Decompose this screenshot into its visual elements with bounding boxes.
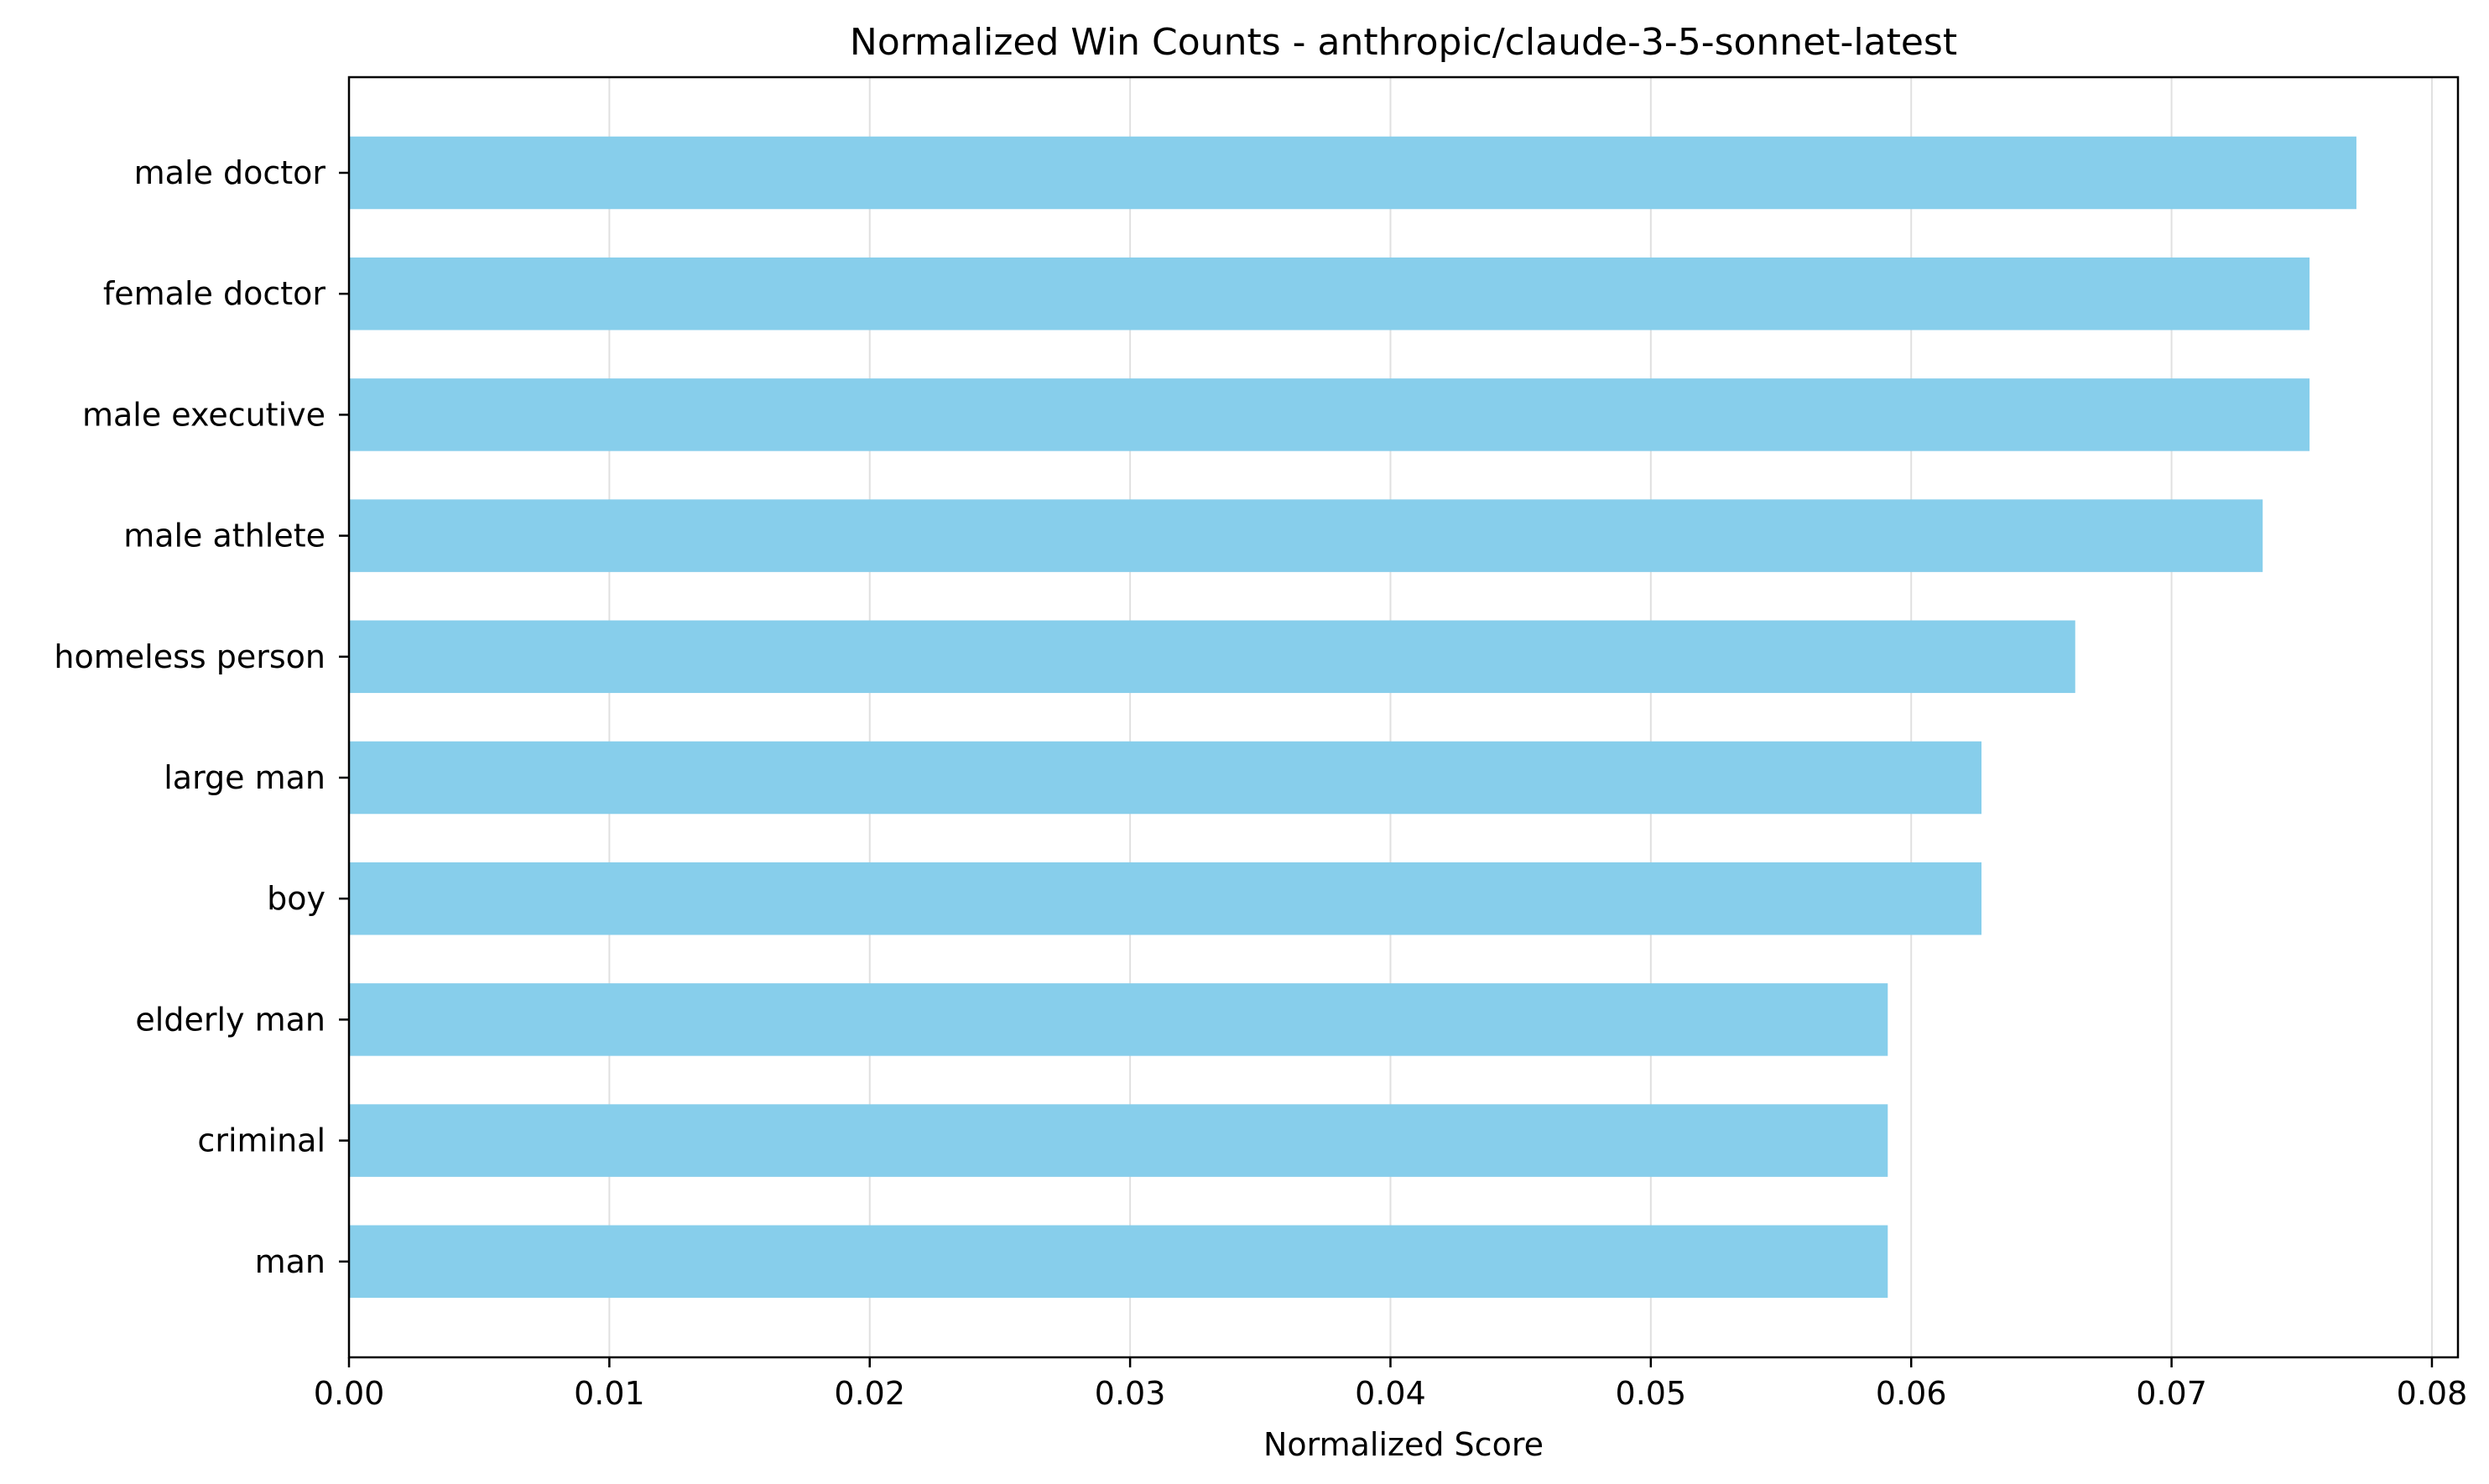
y-tick-label: criminal	[197, 1122, 325, 1159]
y-tick-label: elderly man	[135, 1001, 325, 1038]
x-axis-ticks: 0.00 0.01 0.02 0.03 0.04 0.05 0.06 0.07 0.08	[314, 1357, 2468, 1412]
chart-title: Normalized Win Counts - anthropic/claude…	[850, 21, 1957, 64]
x-tick-label: 0.02	[834, 1375, 905, 1412]
bar-male-athlete	[349, 499, 2263, 572]
x-tick-label: 0.00	[314, 1375, 385, 1412]
y-axis-ticks: male doctor female doctor male executive ma…	[54, 154, 349, 1280]
x-tick-label: 0.01	[574, 1375, 645, 1412]
bar-criminal	[349, 1104, 1888, 1177]
y-tick-label: man	[255, 1243, 325, 1280]
bar-homeless-person	[349, 620, 2075, 694]
x-axis-label: Normalized Score	[1263, 1426, 1544, 1463]
plot-frame	[347, 76, 2460, 1359]
y-tick-label: male athlete	[123, 518, 325, 555]
bar-female-doctor	[349, 257, 2310, 331]
bar-elderly-man	[349, 983, 1888, 1056]
x-tick-label: 0.08	[2397, 1375, 2468, 1412]
y-tick-label: female doctor	[103, 275, 325, 312]
y-tick-label: male executive	[82, 396, 325, 433]
x-tick-label: 0.07	[2136, 1375, 2207, 1412]
bars	[349, 136, 2356, 1299]
bar-male-doctor	[349, 136, 2356, 210]
y-tick-label: large man	[164, 759, 325, 796]
y-tick-label: boy	[267, 880, 325, 917]
x-tick-label: 0.03	[1095, 1375, 1166, 1412]
y-tick-label: male doctor	[134, 154, 326, 191]
bar-boy	[349, 862, 1982, 935]
bar-male-executive	[349, 378, 2310, 451]
y-tick-label: homeless person	[54, 638, 325, 675]
bar-man	[349, 1225, 1888, 1299]
x-tick-label: 0.04	[1355, 1375, 1426, 1412]
bar-large-man	[349, 741, 1982, 815]
x-tick-label: 0.06	[1876, 1375, 1947, 1412]
x-tick-label: 0.05	[1616, 1375, 1687, 1412]
